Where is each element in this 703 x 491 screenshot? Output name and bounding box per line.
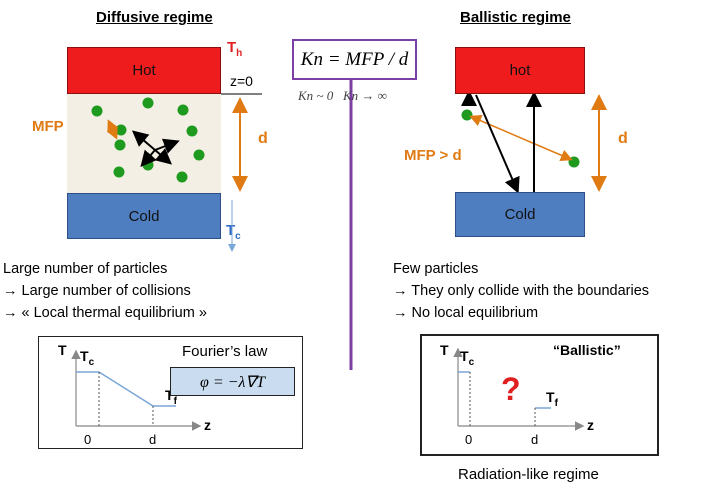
particle — [186, 125, 198, 137]
particle — [91, 105, 103, 117]
ballistic-tf-label: Tf — [546, 389, 558, 409]
particle-ballistic — [461, 109, 473, 121]
hot-label-ballistic: hot — [509, 62, 531, 79]
collision-arrows — [131, 130, 180, 168]
ballistic-y-label: T — [440, 342, 449, 358]
fourier-graph-panel — [38, 336, 303, 449]
radiation-caption: Radiation-like regime — [458, 466, 599, 483]
particle — [114, 139, 126, 151]
particle — [142, 97, 154, 109]
diffusive-description: Large number of particles → Large number… — [3, 258, 207, 324]
fourier-tc-label: Tc — [80, 348, 95, 368]
particle — [115, 124, 127, 136]
ballistic-path-down — [475, 94, 520, 194]
particle — [113, 166, 125, 178]
ballistic-desc-line1: Few particles — [393, 261, 479, 277]
mfp-label: MFP — [32, 118, 64, 135]
hot-reservoir: Hot — [67, 47, 221, 94]
particle-ballistic — [568, 156, 580, 168]
ballistic-heading: Ballistic regime — [460, 9, 571, 26]
question-mark: ? — [501, 371, 521, 407]
fourier-x-label: z — [204, 417, 211, 433]
ballistic-description: Few particles → They only collide with t… — [393, 258, 649, 324]
tc-label: Tc — [226, 222, 241, 242]
hot-reservoir-ballistic: hot — [455, 47, 585, 94]
diffusive-desc-line2: → Large number of collisions — [3, 283, 191, 299]
mfp-arrow — [106, 119, 119, 140]
fourier-law-label: Fourier’s law — [182, 343, 268, 360]
particle — [193, 149, 205, 161]
fourier-tf-label: Tf — [165, 387, 177, 407]
fourier-tick-0: 0 — [84, 432, 92, 447]
ballistic-desc-line2: → They only collide with the boundaries — [393, 283, 650, 299]
mfp-gt-d-label: MFP > d — [404, 147, 462, 164]
cold-reservoir-ballistic: Cold — [455, 192, 585, 237]
knudsen-limits: Kn ~ 0 Kn → ∞ — [298, 88, 387, 103]
ballistic-tc-label: Tc — [460, 348, 475, 368]
d-label-left: d — [258, 130, 268, 147]
ballistic-graph-panel — [420, 334, 659, 456]
ballistic-graph-title: “Ballistic” — [553, 342, 621, 358]
cold-reservoir: Cold — [67, 193, 221, 239]
ballistic-tick-d: d — [531, 432, 539, 447]
particles-diffusive — [91, 97, 205, 183]
particle — [177, 104, 189, 116]
fourier-graph — [71, 349, 202, 431]
hot-label: Hot — [132, 62, 156, 79]
ballistic-x-label: z — [587, 417, 594, 433]
z0-label: z=0 — [230, 73, 253, 89]
ballistic-graph — [453, 347, 585, 431]
fourier-y-label: T — [58, 342, 67, 358]
fourier-tick-d: d — [149, 432, 157, 447]
diffusive-heading: Diffusive regime — [96, 9, 213, 26]
particle — [176, 171, 188, 183]
knudsen-formula: Kn = MFP / d — [292, 39, 417, 80]
mfp-long-arrow — [469, 115, 573, 161]
fourier-formula: φ = −λ∇T — [170, 367, 295, 396]
cold-label: Cold — [128, 207, 160, 225]
ballistic-desc-line3: → No local equilibrium — [393, 305, 539, 321]
ballistic-tick-0: 0 — [465, 432, 473, 447]
th-label: Th — [227, 39, 243, 59]
diffusive-desc-line3: → « Local thermal equilibrium » — [3, 305, 207, 321]
diffusive-desc-line1: Large number of particles — [3, 261, 168, 277]
cold-label-ballistic: Cold — [504, 206, 536, 223]
d-label-right: d — [618, 130, 628, 147]
